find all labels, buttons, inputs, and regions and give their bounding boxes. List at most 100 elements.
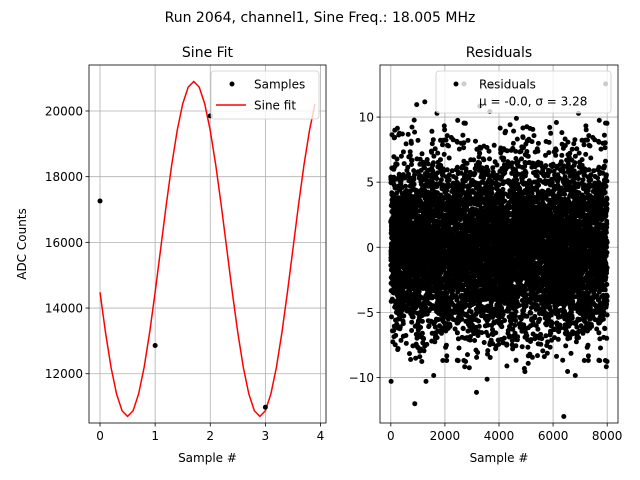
residual-point xyxy=(406,306,412,312)
residual-point xyxy=(442,127,448,133)
residual-point xyxy=(415,137,421,143)
residual-point xyxy=(422,99,428,105)
residual-point xyxy=(432,339,438,345)
residual-point xyxy=(446,155,452,161)
residual-point xyxy=(444,358,450,363)
residual-point xyxy=(389,314,394,320)
residual-point xyxy=(512,313,518,319)
residual-point xyxy=(460,326,466,332)
residual-point xyxy=(487,355,493,360)
residual-point xyxy=(493,330,499,336)
residual-point xyxy=(409,328,415,333)
residual-point xyxy=(513,309,519,315)
residual-point xyxy=(434,176,440,182)
residual-point xyxy=(464,160,470,166)
residual-point xyxy=(403,333,409,338)
residual-point xyxy=(472,338,478,343)
residual-point xyxy=(411,168,417,174)
residual-point xyxy=(446,143,451,149)
residual-point xyxy=(439,330,444,336)
residual-point xyxy=(474,354,480,360)
legend-samples-marker xyxy=(229,81,235,87)
sine-fit-frame xyxy=(88,64,327,424)
residual-point xyxy=(455,117,461,123)
residual-point xyxy=(456,345,462,351)
residual-point xyxy=(392,342,398,348)
residual-point xyxy=(455,358,461,364)
residual-point xyxy=(435,170,441,176)
residuals-axes: Residuals Sample # 0 2000 4000 6000 8000−10−… xyxy=(349,45,623,465)
residual-point xyxy=(444,353,450,359)
residual-point xyxy=(410,314,416,320)
residual-point xyxy=(409,162,414,167)
residual-point xyxy=(418,324,424,330)
residual-point xyxy=(514,136,520,142)
residual-point xyxy=(413,355,419,361)
sample-point xyxy=(97,198,103,204)
x-tick-label: 2 xyxy=(206,429,214,443)
residual-point xyxy=(435,150,441,156)
sine-fit-line xyxy=(99,80,316,418)
residual-point xyxy=(411,181,417,187)
residual-point xyxy=(502,198,508,204)
residual-point xyxy=(487,156,492,162)
legend-box xyxy=(210,70,320,120)
residual-point xyxy=(401,313,407,319)
y-tick-label: 14000 xyxy=(45,302,83,316)
residual-point xyxy=(419,359,425,364)
residual-point xyxy=(417,156,423,162)
residual-point xyxy=(412,401,418,407)
residual-point xyxy=(401,161,407,167)
residual-point xyxy=(496,341,502,347)
sample-point xyxy=(262,404,268,410)
residual-point xyxy=(429,128,435,134)
residual-point xyxy=(519,156,524,162)
residual-point xyxy=(494,162,500,168)
y-tick-label: 20000 xyxy=(45,104,83,118)
residual-point xyxy=(408,357,414,362)
residual-point xyxy=(407,153,413,158)
residual-point xyxy=(466,365,472,371)
residual-point xyxy=(411,176,417,182)
residual-point xyxy=(486,148,492,154)
residual-point xyxy=(472,170,478,176)
residual-point xyxy=(477,150,483,156)
residual-point xyxy=(421,336,426,342)
residual-point xyxy=(397,324,403,330)
figure-title: Run 2064, channel1, Sine Freq.: 18.005 M… xyxy=(165,10,476,26)
residual-point xyxy=(416,289,422,295)
residual-point xyxy=(502,318,508,323)
residual-point xyxy=(421,348,427,354)
residual-point xyxy=(407,149,413,155)
residual-point xyxy=(409,157,415,163)
residual-point xyxy=(519,344,525,350)
residual-point xyxy=(447,323,453,329)
residual-point xyxy=(409,319,415,325)
residual-point xyxy=(477,160,483,166)
residual-point xyxy=(512,322,518,328)
legend-sine-fit-label: Sine fit xyxy=(254,99,296,113)
residual-point xyxy=(432,146,438,152)
residual-point xyxy=(434,335,440,341)
sine-fit-xlabel: Sample # xyxy=(178,451,237,465)
residual-point xyxy=(481,157,487,163)
residual-point xyxy=(424,341,430,347)
sample-point xyxy=(152,342,158,348)
residual-point xyxy=(429,149,435,155)
residual-point xyxy=(489,186,495,192)
residual-point xyxy=(398,337,404,343)
residual-point xyxy=(485,348,491,354)
residual-point xyxy=(395,346,401,351)
residual-point xyxy=(388,378,394,384)
residual-point xyxy=(507,122,513,128)
residual-point xyxy=(444,167,450,173)
residual-point xyxy=(499,324,505,330)
residual-point xyxy=(405,131,411,137)
residual-point xyxy=(500,186,506,192)
x-tick-label: 0 xyxy=(96,429,104,443)
residual-point xyxy=(501,335,507,341)
residual-point xyxy=(408,140,414,146)
residual-point xyxy=(412,172,418,178)
residual-point xyxy=(440,142,445,148)
